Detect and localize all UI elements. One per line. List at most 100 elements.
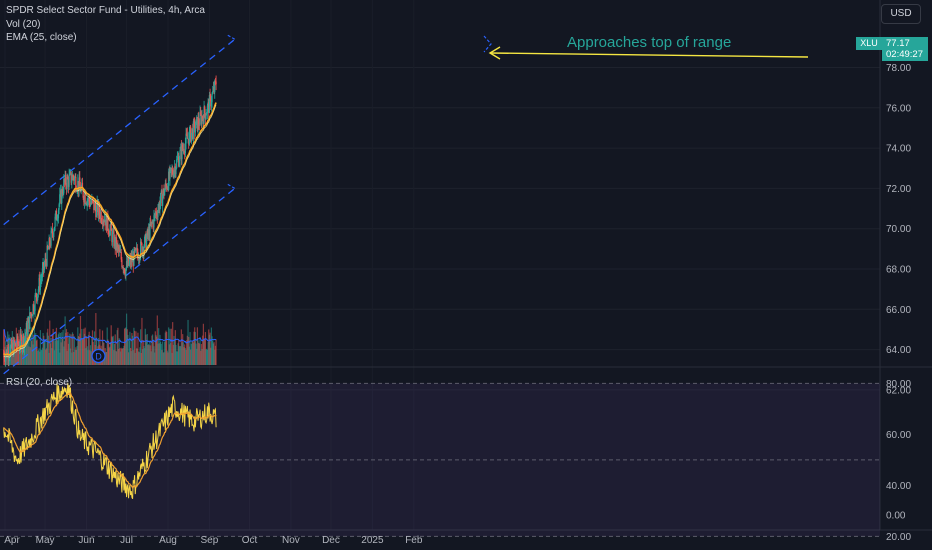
volume-bar — [137, 332, 139, 365]
candle-body — [37, 288, 39, 294]
volume-bar — [179, 345, 181, 365]
candle-body — [62, 193, 64, 195]
candle-body — [26, 322, 28, 335]
volume-bar — [117, 327, 119, 365]
volume-bar — [57, 334, 60, 365]
candle-body — [170, 167, 172, 171]
candle-body — [113, 236, 116, 247]
candle-body — [27, 317, 29, 323]
candle-body — [151, 221, 153, 224]
volume-bar — [171, 352, 173, 365]
volume-bar — [26, 334, 28, 365]
volume-bar — [43, 340, 46, 365]
volume-bar — [154, 331, 156, 365]
candle-body — [200, 114, 202, 125]
candle-body — [5, 349, 7, 355]
candle-body — [148, 228, 150, 240]
volume-bar — [206, 348, 208, 365]
annotation-arrow-line — [489, 52, 809, 58]
candle-body — [128, 261, 130, 265]
volume-bar — [203, 339, 205, 365]
candle-body — [44, 258, 46, 266]
volume-bar — [178, 346, 180, 365]
candle-body — [141, 243, 143, 254]
candle-body — [31, 315, 33, 317]
ema-indicator-label[interactable]: EMA (25, close) — [6, 32, 77, 43]
candle-body — [165, 183, 167, 186]
rsi-background-band — [0, 383, 880, 537]
currency-button[interactable]: USD — [881, 4, 921, 24]
candle-body — [158, 204, 160, 211]
channel-upper-line — [3, 38, 236, 226]
candle-body — [11, 343, 13, 348]
candle-body — [212, 91, 214, 94]
candle-body — [208, 102, 210, 114]
candle-body — [180, 146, 182, 160]
candle-body — [152, 221, 154, 224]
candle-body — [213, 87, 215, 93]
ticker-badge: XLU — [856, 37, 882, 50]
candle-body — [126, 261, 128, 267]
volume-indicator-label[interactable]: Vol (20) — [6, 19, 41, 30]
volume-bar — [166, 332, 168, 365]
candle-body — [75, 189, 78, 191]
time-axis-label: Jul — [120, 535, 133, 546]
volume-bar — [53, 340, 55, 365]
volume-bar — [109, 342, 112, 365]
candle-body — [121, 259, 123, 267]
volume-bar — [185, 350, 187, 365]
candle-body — [51, 229, 53, 231]
rsi-signal-line — [3, 392, 217, 489]
candle-body — [107, 230, 110, 234]
candle-body — [140, 241, 142, 244]
candle-body — [37, 293, 39, 301]
candle-body — [35, 293, 37, 298]
price-axis-label: 78.00 — [886, 63, 911, 74]
candle-body — [123, 268, 125, 270]
volume-bar — [55, 327, 58, 365]
volume-bar — [43, 335, 45, 365]
volume-bar — [204, 338, 206, 365]
volume-bar — [167, 352, 169, 365]
annotation-text[interactable]: Approaches top of range — [567, 34, 732, 51]
candle-body — [168, 171, 170, 191]
volume-bar — [178, 339, 180, 365]
time-axis-label: Feb — [405, 535, 423, 546]
candle-body — [59, 194, 61, 205]
candle-body — [177, 156, 179, 159]
candle-body — [120, 252, 122, 260]
candle-body — [85, 203, 87, 205]
candle-body — [117, 244, 119, 247]
volume-bar — [17, 348, 19, 365]
volume-bar — [172, 344, 174, 365]
volume-bar — [133, 330, 136, 365]
candle-body — [24, 335, 26, 339]
candle-body — [33, 310, 35, 312]
candle-body — [123, 268, 126, 274]
volume-bar — [66, 350, 68, 365]
candle-body — [197, 118, 199, 132]
price-axis-label: 62.00 — [886, 385, 911, 396]
candle-body — [132, 255, 134, 266]
volume-bar — [121, 348, 124, 365]
volume-bar — [70, 334, 72, 365]
candle-body — [143, 247, 145, 255]
rsi-indicator-label[interactable]: RSI (20, close) — [6, 377, 73, 388]
candle-body — [52, 233, 54, 238]
candle-body — [112, 230, 114, 233]
candle-body — [192, 128, 194, 140]
volume-bar — [111, 337, 114, 365]
volume-bar — [127, 352, 130, 365]
volume-bar — [71, 332, 74, 365]
volume-bar — [152, 341, 154, 365]
volume-bar — [210, 327, 213, 365]
candle-body — [194, 128, 196, 133]
volume-bar — [35, 333, 37, 365]
volume-bar — [91, 330, 94, 365]
volume-bar — [196, 327, 198, 365]
candle-body — [111, 232, 114, 243]
volume-bar — [45, 348, 48, 365]
volume-bar — [36, 339, 38, 365]
volume-bar — [213, 342, 215, 365]
